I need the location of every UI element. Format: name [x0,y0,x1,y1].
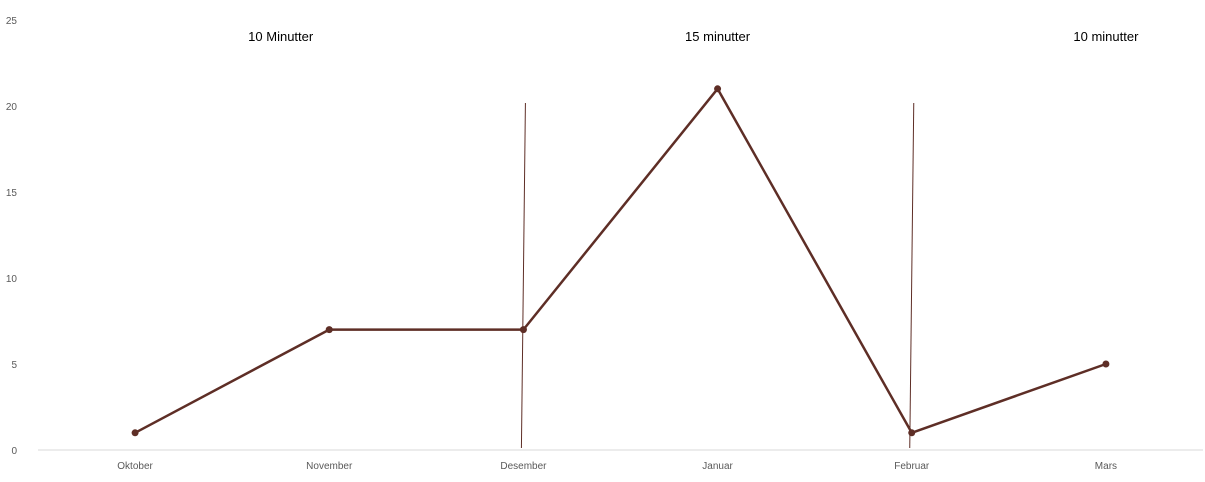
data-point [519,326,527,334]
y-tick-label: 5 [11,360,17,371]
segment-separator-line [909,102,915,449]
segment-annotation: 10 minutter [1073,29,1139,44]
y-tick-label: 25 [6,16,18,27]
y-tick-label: 20 [6,102,18,113]
y-tick-label: 15 [6,188,18,199]
x-tick-label: Januar [702,461,733,472]
segment-annotation: 15 minutter [685,29,751,44]
data-point [1102,360,1110,368]
segment-separator-line [520,102,526,449]
data-point [325,326,333,334]
data-point [908,429,916,437]
x-tick-label: Desember [500,461,547,472]
y-tick-label: 10 [6,274,18,285]
x-tick-label: November [306,461,353,472]
data-point [131,429,139,437]
x-tick-label: Oktober [117,461,153,472]
y-tick-label: 0 [11,446,17,457]
segment-annotation: 10 Minutter [248,29,314,44]
x-tick-label: Mars [1095,461,1117,472]
data-point [714,85,722,93]
x-tick-label: Februar [894,461,930,472]
series-line [134,87,1107,435]
